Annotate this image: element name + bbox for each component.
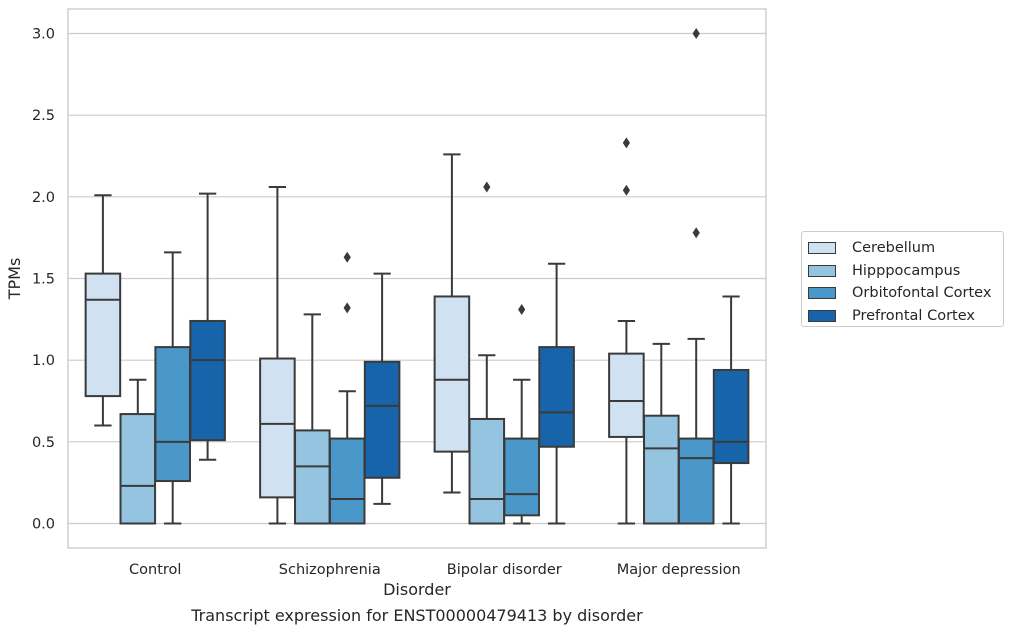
- box: [119, 413, 157, 525]
- y-tick-label: 1.0: [32, 353, 55, 369]
- outlier-point: [518, 304, 526, 316]
- y-tick-label: 3.0: [32, 27, 55, 43]
- y-tick-label: 0.0: [32, 517, 55, 533]
- legend-item: Prefrontal Cortex: [808, 305, 1003, 328]
- box: [328, 437, 366, 525]
- x-tick-label: Bipolar disorder: [447, 562, 562, 578]
- x-tick-label: Control: [129, 562, 181, 578]
- x-tick-label: Major depression: [617, 562, 741, 578]
- outlier-point: [483, 181, 491, 193]
- box: [677, 437, 715, 525]
- plot-frame: [67, 8, 767, 549]
- legend-label: Hipppocampus: [852, 262, 961, 279]
- x-axis-label: Disorder: [383, 580, 451, 599]
- box: [538, 346, 575, 448]
- y-tick-label: 2.0: [32, 190, 55, 206]
- outlier-point: [622, 184, 630, 196]
- box: [84, 272, 122, 398]
- legend: Cerebellum Hipppocampus Orbitofontal Corte…: [801, 231, 1004, 327]
- box: [643, 414, 680, 525]
- legend-item: Hipppocampus: [808, 260, 1003, 283]
- box: [363, 360, 401, 479]
- legend-label: Cerebellum: [852, 240, 936, 257]
- box: [259, 357, 296, 499]
- y-axis-label: TPMs: [5, 258, 24, 301]
- legend-swatch: [808, 287, 836, 300]
- legend-item: Cerebellum: [808, 237, 1003, 260]
- legend-item: Orbitofontal Cortex: [808, 282, 1003, 305]
- y-tick-label: 2.5: [32, 108, 55, 124]
- box: [712, 368, 750, 465]
- figure-caption: Transcript expression for ENST0000047941…: [191, 606, 643, 625]
- box: [608, 352, 645, 438]
- y-tick-label: 1.5: [32, 272, 55, 288]
- outlier-point: [343, 302, 351, 314]
- box: [468, 417, 506, 525]
- legend-label: Orbitofontal Cortex: [852, 285, 992, 302]
- outlier-point: [343, 251, 351, 263]
- legend-swatch: [808, 309, 836, 322]
- y-tick-label: 0.5: [32, 435, 55, 451]
- box: [503, 437, 540, 517]
- legend-label: Prefrontal Cortex: [852, 307, 975, 324]
- outlier-point: [692, 28, 700, 39]
- legend-swatch: [808, 264, 836, 277]
- box: [154, 346, 191, 483]
- outlier-point: [692, 227, 700, 239]
- box: [433, 295, 471, 453]
- x-tick-label: Schizophrenia: [279, 562, 381, 578]
- outlier-point: [622, 137, 630, 149]
- box: [189, 319, 226, 442]
- legend-swatch: [808, 242, 836, 255]
- box: [294, 429, 331, 525]
